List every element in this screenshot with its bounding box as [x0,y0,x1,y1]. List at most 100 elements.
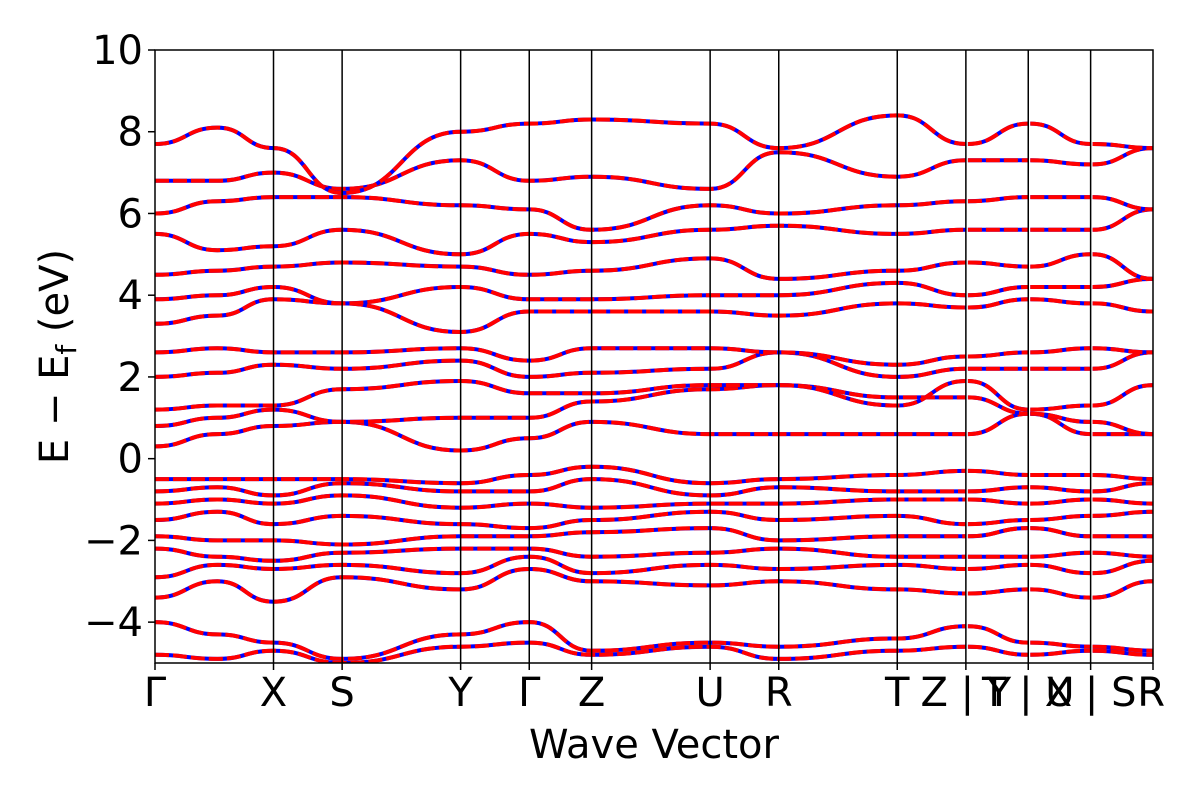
y-tick-label-5: 6 [118,191,143,237]
y-tick-label-2: 0 [118,437,143,483]
x-tick-label-6: U [695,670,724,716]
x-tick-label-2: S [329,670,354,716]
band-15-segment-0-underlay [155,297,966,335]
band-12-segment-0 [155,378,966,412]
band-3-segment-2 [1030,562,1091,576]
band-15-segment-2 [1030,297,1091,306]
band-2-segment-0 [155,566,966,604]
y-axis-title-unit: (eV) [32,249,78,345]
band-20-segment-3 [1092,146,1153,167]
x-tick-label-4: Γ [518,670,541,716]
band-16-segment-1 [967,285,1029,298]
band-0-segment-1 [967,644,1029,657]
band-15-segment-1 [967,297,1029,310]
band-7-segment-0 [155,493,966,510]
band-8-segment-0 [155,477,966,498]
band-14-segment-3 [1092,346,1153,355]
band-11-segment-1 [967,395,1029,416]
band-21-segment-2-underlay [1030,121,1091,146]
band-6-segment-3 [1092,509,1153,518]
x-axis-title: Wave Vector [529,722,780,768]
band-20-segment-2 [1030,158,1091,167]
band-15-segment-3 [1092,301,1153,314]
x-tick-label-5: Z [578,670,605,716]
band-1-segment-1 [967,624,1029,645]
band-4-segment-3 [1092,550,1153,559]
band-1-segment-3 [1092,644,1153,653]
x-tick-label-7: R [765,670,793,716]
band-21-segment-1 [967,121,1029,146]
band-10-segment-0-underlay [155,419,966,453]
y-axis-title-subscript: f [50,344,83,355]
band-17-segment-2 [1030,252,1091,269]
y-axis-ticks: −4 −2 0 2 4 6 8 10 [84,28,155,646]
band-9-segment-0 [155,464,966,486]
band-3-segment-1 [967,562,1029,571]
band-2-segment-2 [1030,587,1091,600]
x-tick-label-3: Y [447,670,473,716]
band-12-segment-1 [967,379,1029,412]
band-11-segment-3 [1092,419,1153,437]
x-tick-label-0: Γ [144,670,167,716]
band-15-segment-0 [155,297,966,335]
band-4-segment-0 [155,546,966,563]
band-18-segment-0 [155,223,966,257]
band-6-segment-0 [155,509,966,531]
band-11-segment-0 [155,383,966,428]
band-9-segment-1 [967,468,1029,477]
plot-frame [154,49,1154,664]
y-tick-label-4: 4 [118,273,143,319]
band-3-segment-3 [1092,558,1153,576]
band-8-segment-3 [1092,481,1153,494]
band-18-segment-3-underlay [1092,207,1153,232]
band-lines [155,113,1153,663]
x-tick-label-9: Z | Y [921,670,1012,716]
band-0-segment-2 [1030,648,1091,657]
band-5-segment-1 [967,526,1029,539]
band-21-segment-1-underlay [967,121,1029,146]
band-14-segment-1 [967,350,1029,359]
band-8-segment-1 [967,485,1029,494]
band-7-segment-1 [967,497,1029,506]
x-tick-label-8: T [884,670,910,716]
band-17-segment-3-underlay [1092,252,1153,281]
band-1-segment-0 [155,620,966,661]
band-17-segment-3 [1092,252,1153,281]
band-17-segment-0 [155,256,966,281]
x-tick-label-12: R [1137,670,1165,716]
band-21-segment-3 [1092,142,1153,151]
band-12-segment-2 [1030,403,1091,412]
band-6-segment-2 [1030,513,1091,522]
x-tick-label-1: X [260,670,287,716]
band-21-segment-0 [155,113,966,196]
band-3-segment-0 [155,554,966,580]
kpoint-divider-lines [272,50,1092,663]
y-tick-label-3: 2 [118,355,143,401]
band-6-segment-1 [967,518,1029,527]
band-20-segment-0-underlay [155,150,966,191]
band-14-segment-0 [155,346,966,367]
band-4-segment-2 [1030,550,1091,559]
band-5-segment-2 [1030,526,1091,539]
band-1-segment-2 [1030,640,1091,649]
band-8-segment-2 [1030,485,1091,494]
x-tick-label-10: T | U [981,670,1075,716]
y-tick-label-0: −4 [84,600,143,646]
y-axis-title-main: E − E [32,355,78,465]
band-13-segment-3 [1092,350,1153,371]
band-11-segment-2 [1030,411,1091,424]
band-19-segment-0 [155,195,966,232]
band-0-segment-3 [1092,648,1153,657]
band-19-segment-0-underlay [155,195,966,232]
band-19-segment-3 [1092,195,1153,212]
band-2-segment-3 [1092,579,1153,600]
band-7-segment-2 [1030,497,1091,506]
band-0-segment-0 [155,640,966,663]
band-16-segment-3 [1092,276,1153,289]
band-2-segment-1 [967,587,1029,596]
band-17-segment-1 [967,260,1029,269]
x-tick-label-11: X | S [1045,670,1137,716]
y-tick-label-1: −2 [84,518,143,564]
band-10-segment-1-underlay [967,411,1029,437]
